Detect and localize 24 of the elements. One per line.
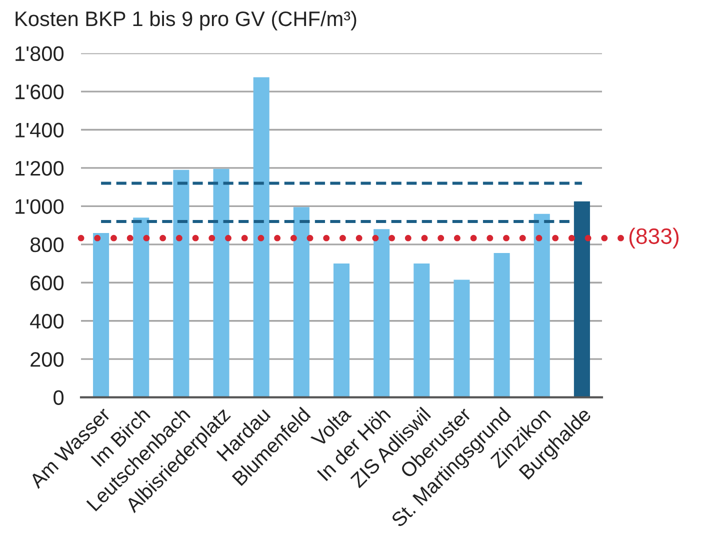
- y-tick-label: 1'000: [16, 199, 64, 214]
- y-tick-label: 600: [30, 276, 64, 290]
- bar: [534, 214, 550, 398]
- y-tick-label: 400: [30, 314, 64, 329]
- y-tick-label: 1'800: [16, 46, 64, 62]
- y-tick-label: 800: [30, 237, 64, 252]
- bar: [93, 232, 110, 398]
- bar: [374, 229, 390, 398]
- y-tick-label: 1'200: [16, 160, 64, 176]
- y-tick-label: 0: [54, 390, 64, 406]
- y-tick-label: 1'600: [16, 84, 64, 100]
- bar: [414, 264, 430, 398]
- bar: [173, 170, 190, 398]
- y-tick-label: 1'400: [16, 122, 64, 138]
- bar: [133, 218, 150, 398]
- bar: [213, 168, 230, 398]
- bar: [253, 77, 270, 398]
- chart-title: Kosten BKP 1 bis 9 pro GV (CHF/m³): [16, 10, 356, 30]
- bar: [333, 264, 350, 398]
- bar: [293, 207, 310, 398]
- ref-line-label: (833): [629, 228, 679, 248]
- bar: [494, 253, 510, 398]
- bar: [454, 280, 470, 398]
- y-tick-label: 200: [30, 352, 64, 367]
